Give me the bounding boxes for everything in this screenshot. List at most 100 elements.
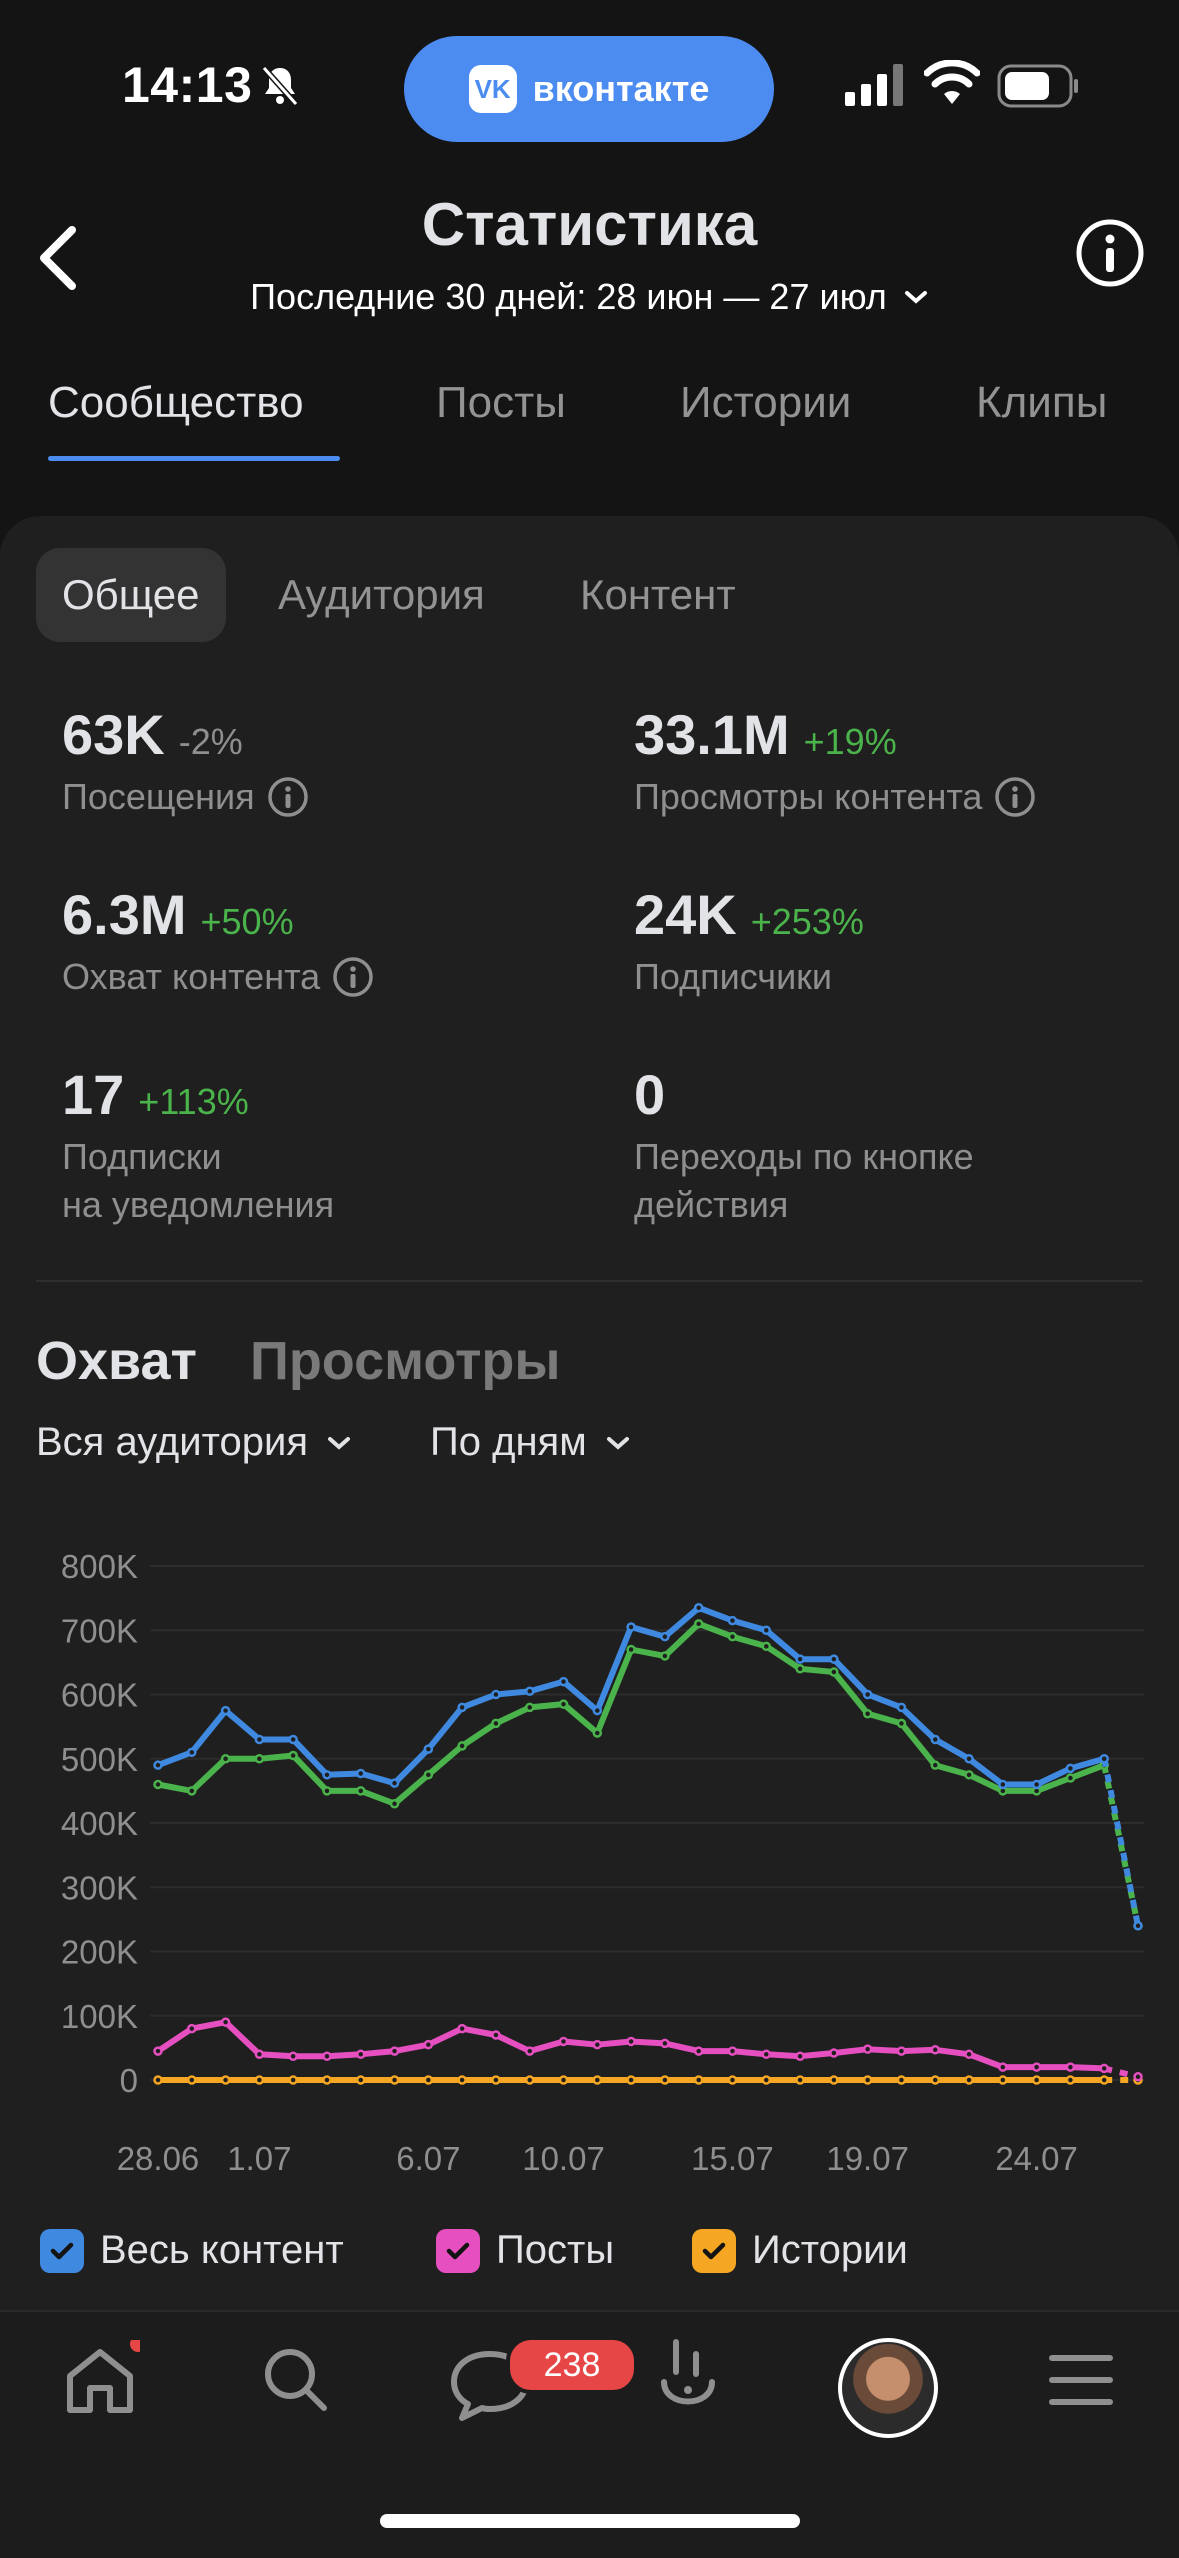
data-point bbox=[423, 1770, 434, 1780]
data-point bbox=[220, 1754, 231, 1764]
data-point bbox=[896, 1718, 907, 1729]
muted-bell-icon bbox=[261, 66, 299, 106]
data-point bbox=[356, 1786, 366, 1796]
stat-delta: +253% bbox=[750, 901, 864, 942]
stat-label: Охват контента bbox=[62, 956, 321, 997]
data-point bbox=[356, 2049, 366, 2060]
data-point bbox=[964, 2049, 974, 2060]
data-point bbox=[1065, 2062, 1076, 2072]
y-tick-label: 400K bbox=[61, 1805, 138, 1842]
x-tick-label: 19.07 bbox=[826, 2140, 909, 2177]
data-point bbox=[660, 2075, 670, 2085]
tab-stories[interactable]: Истории bbox=[680, 378, 852, 427]
data-point bbox=[558, 2075, 569, 2085]
data-point bbox=[254, 2049, 265, 2060]
data-point bbox=[254, 1754, 265, 1764]
search-icon[interactable] bbox=[256, 2340, 336, 2420]
info-icon[interactable] bbox=[994, 776, 1036, 818]
stat-subscribers: 24K +253% Подписчики bbox=[634, 882, 864, 1001]
data-point bbox=[626, 2075, 636, 2085]
data-point bbox=[829, 1667, 839, 1677]
data-point bbox=[862, 1709, 873, 1719]
home-icon[interactable] bbox=[60, 2340, 140, 2420]
back-arrow-icon[interactable] bbox=[30, 222, 90, 294]
data-point bbox=[322, 2075, 332, 2085]
data-point bbox=[491, 1718, 501, 1729]
series-line-projection bbox=[1101, 1764, 1141, 1927]
data-point bbox=[896, 2046, 907, 2056]
stat-value: 6.3M bbox=[62, 883, 187, 946]
data-point bbox=[964, 2075, 974, 2085]
checkbox-checked-icon bbox=[436, 2228, 480, 2273]
period-selector[interactable]: Последние 30 дней: 28 июн — 27 июл bbox=[0, 276, 1179, 318]
data-point bbox=[288, 2075, 298, 2085]
tab-clips[interactable]: Клипы bbox=[976, 378, 1108, 427]
stat-visits: 63K -2% Посещения bbox=[62, 702, 309, 821]
data-point bbox=[423, 2075, 434, 2085]
data-point bbox=[592, 2075, 603, 2085]
period-label: Последние 30 дней: 28 июн — 27 июл bbox=[250, 276, 887, 317]
menu-icon[interactable] bbox=[1046, 2350, 1116, 2410]
info-icon[interactable] bbox=[332, 956, 374, 998]
data-point bbox=[795, 2075, 805, 2085]
data-point bbox=[187, 2075, 197, 2085]
tab-views[interactable]: Просмотры bbox=[250, 1331, 561, 1391]
data-point bbox=[457, 2023, 467, 2034]
tab-reach[interactable]: Охват bbox=[36, 1331, 197, 1391]
stat-notification-subscriptions: 17 +113% Подписки на уведомления bbox=[62, 1062, 334, 1229]
stat-label: на уведомления bbox=[62, 1184, 335, 1225]
legend-all-content[interactable]: Весь контент bbox=[40, 2228, 344, 2273]
data-point bbox=[964, 1770, 974, 1780]
segment-general[interactable]: Общее bbox=[36, 548, 226, 642]
active-tab-indicator bbox=[48, 456, 340, 461]
data-point bbox=[829, 2048, 839, 2058]
info-icon[interactable] bbox=[267, 776, 309, 818]
data-point bbox=[626, 2036, 636, 2047]
data-point bbox=[693, 2046, 704, 2056]
data-point bbox=[1065, 1763, 1076, 1774]
series-line-projection bbox=[1101, 1758, 1141, 1927]
data-point bbox=[491, 2030, 501, 2040]
profile-avatar[interactable] bbox=[838, 2338, 938, 2438]
data-point bbox=[896, 1702, 907, 1713]
legend-posts[interactable]: Посты bbox=[436, 2228, 614, 2273]
data-point bbox=[727, 2046, 738, 2056]
segment-audience[interactable]: Аудитория bbox=[278, 571, 485, 618]
stat-label: Переходы по кнопке bbox=[634, 1136, 974, 1177]
period-dropdown[interactable]: По дням bbox=[430, 1420, 631, 1465]
app-pill-label: вконтакте bbox=[532, 68, 710, 109]
info-icon[interactable] bbox=[1075, 218, 1145, 288]
reach-chart: 800K 700K 600K 500K 400K 300K 200K 100K 0 28.06 1.… bbox=[61, 1548, 1144, 2177]
data-point bbox=[660, 1651, 670, 1661]
segment-content[interactable]: Контент bbox=[580, 571, 736, 618]
data-point bbox=[998, 2075, 1008, 2085]
stat-value: 33.1M bbox=[634, 703, 790, 766]
clips-bunny-icon[interactable] bbox=[646, 2334, 730, 2424]
audience-dropdown[interactable]: Вся аудитория bbox=[36, 1420, 352, 1465]
legend-stories[interactable]: Истории bbox=[692, 2228, 908, 2273]
data-point bbox=[153, 2075, 163, 2085]
data-point bbox=[592, 2039, 603, 2050]
stat-value: 17 bbox=[62, 1063, 125, 1126]
data-point bbox=[558, 2036, 569, 2047]
data-point bbox=[930, 2075, 940, 2085]
stat-label: Подписчики bbox=[634, 956, 833, 997]
cellular-signal-icon bbox=[845, 64, 903, 106]
data-point bbox=[254, 2075, 265, 2085]
y-tick-label: 0 bbox=[120, 2062, 138, 2099]
data-point bbox=[930, 2045, 940, 2055]
tab-posts[interactable]: Посты bbox=[436, 378, 566, 427]
data-point bbox=[727, 1615, 738, 1626]
data-point bbox=[1031, 1779, 1042, 1790]
data-point bbox=[862, 1689, 873, 1700]
data-point bbox=[660, 2038, 670, 2049]
divider bbox=[36, 1280, 1143, 1282]
data-point bbox=[660, 1631, 670, 1642]
data-point bbox=[693, 1603, 704, 1613]
stat-value: 63K bbox=[62, 703, 165, 766]
data-point bbox=[288, 1734, 298, 1745]
app-pill[interactable]: VK вконтакте bbox=[404, 36, 774, 142]
data-point bbox=[930, 1760, 940, 1770]
data-point bbox=[1031, 2062, 1042, 2072]
tab-community[interactable]: Сообщество bbox=[48, 378, 304, 427]
